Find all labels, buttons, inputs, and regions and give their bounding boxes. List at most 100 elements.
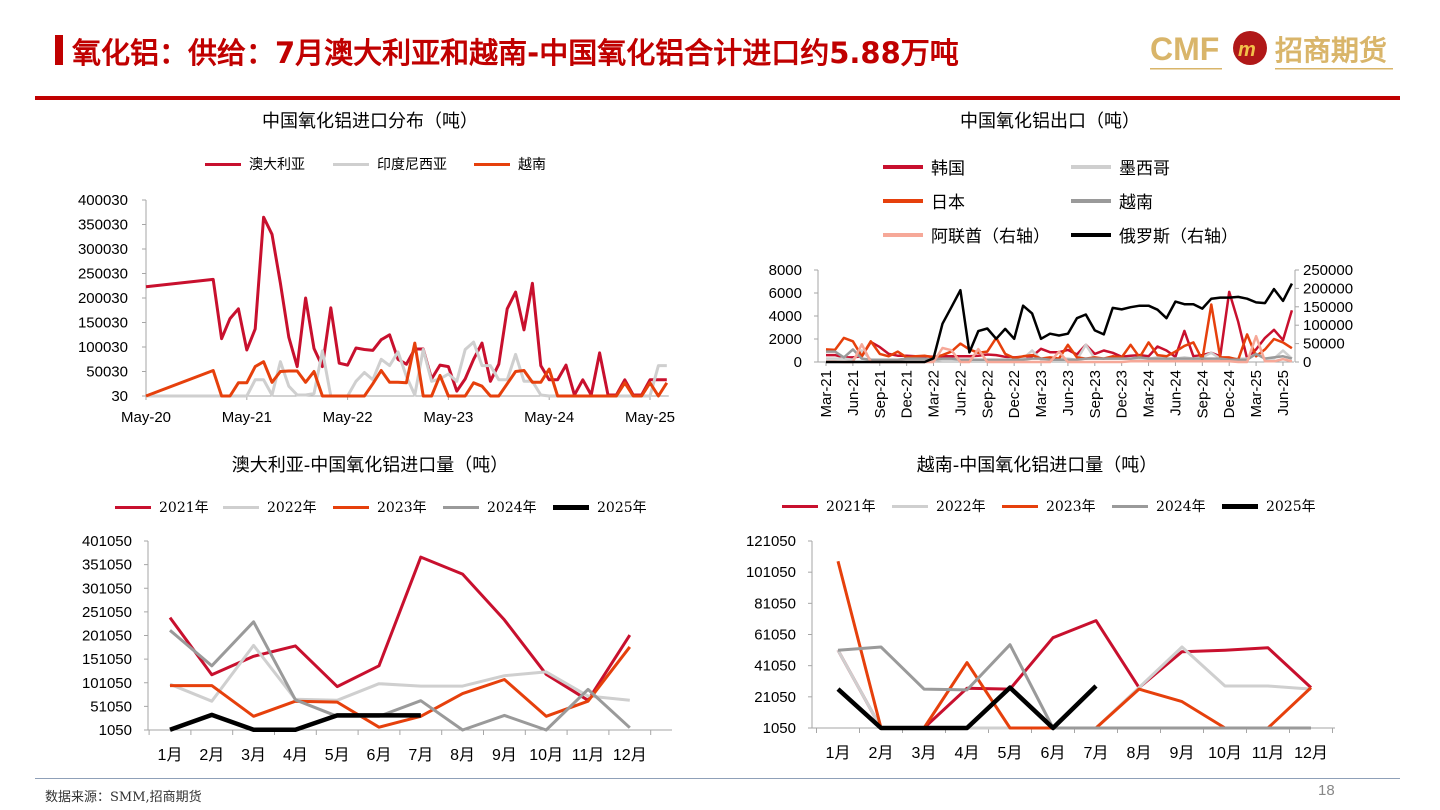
legend-item-2025: 2025年 <box>1222 496 1316 516</box>
y-tick-label: 50030 <box>86 364 128 381</box>
chart2-title: 中国氧化铝出口（吨） <box>960 111 1140 132</box>
header-divider <box>35 96 1400 100</box>
legend-label: 2025年 <box>597 500 647 516</box>
y2-tick-label: 0 <box>1303 354 1311 371</box>
y-tick-label: 250030 <box>78 266 128 283</box>
legend-item-2024: 2024年 <box>1112 496 1206 516</box>
chart-1: 30 50030 100030 150030 200030 250030 300030 350… <box>78 192 675 426</box>
legend-swatch <box>1071 232 1111 237</box>
y-tick-label: 41050 <box>754 658 796 675</box>
legend-swatch <box>883 232 923 237</box>
x-tick-label: Jun-21 <box>845 370 862 416</box>
x-tick-label: 4月 <box>283 747 308 764</box>
y-tick-label: 81050 <box>754 595 796 612</box>
legend-swatch <box>1222 503 1258 509</box>
x-tick-label: Dec-22 <box>1006 370 1023 418</box>
chart4-title: 越南-中国氧化铝进口量（吨） <box>916 455 1158 476</box>
x-tick-label: 3月 <box>912 745 937 762</box>
series-line-越南 <box>826 348 1293 361</box>
title-accent-bar <box>55 35 63 65</box>
legend-item-2021: 2021年 <box>115 497 209 517</box>
chart3-title: 澳大利亚-中国氧化铝进口量（吨） <box>231 455 509 476</box>
x-tick-label: 12月 <box>1294 745 1328 762</box>
legend-swatch <box>443 505 479 509</box>
series-line-2021年 <box>168 555 632 702</box>
x-tick-label: Sep-22 <box>979 370 996 418</box>
page-number: 18 <box>1318 782 1335 799</box>
legend-swatch <box>1071 198 1111 203</box>
legend-swatch <box>553 504 589 510</box>
legend-swatch <box>333 505 369 509</box>
x-tick-label: 2月 <box>869 745 894 762</box>
series-line-2024年 <box>837 643 1311 730</box>
y-tick-label: 21050 <box>754 689 796 706</box>
legend-swatch <box>115 505 151 509</box>
x-tick-label: 9月 <box>1170 745 1195 762</box>
series-line-2025年 <box>836 684 1098 731</box>
legend-item-korea: 韩国 <box>883 154 965 179</box>
y-tick-label: 351050 <box>82 557 132 574</box>
x-tick-label: May-24 <box>524 409 574 426</box>
legend-item-russia: 俄罗斯（右轴） <box>1071 222 1238 247</box>
y-tick-label: 150030 <box>78 315 128 332</box>
x-tick-label: 8月 <box>450 747 475 764</box>
chart-3: 1050 51050 101050 151050 201050 251050 301050 3… <box>82 533 672 764</box>
x-tick-label: 10月 <box>529 747 563 764</box>
x-tick-label: 4月 <box>955 745 980 762</box>
legend-label: 2024年 <box>1156 499 1206 515</box>
y-tick-label: 200030 <box>78 290 128 307</box>
series-line-韩国 <box>826 290 1294 360</box>
x-tick-label: Mar-24 <box>1141 370 1158 418</box>
x-tick-label: 1月 <box>826 745 851 762</box>
legend-label: 印度尼西亚 <box>377 157 447 173</box>
series-line-2023年 <box>170 645 631 729</box>
y-tick-label: 6000 <box>769 285 802 302</box>
legend-swatch <box>223 505 259 509</box>
x-tick-label: 12月 <box>613 747 647 764</box>
y2-tick-label: 250000 <box>1303 262 1353 279</box>
series-line-越南 <box>145 341 669 398</box>
legend-item-2022: 2022年 <box>223 497 317 517</box>
legend-item-japan: 日本 <box>883 188 965 213</box>
y-tick-label: 1050 <box>763 720 796 737</box>
series-line-2024年 <box>169 620 631 732</box>
x-tick-label: 6月 <box>1041 745 1066 762</box>
x-tick-label: 7月 <box>1084 745 1109 762</box>
legend-label: 2025年 <box>1266 499 1316 515</box>
y-tick-label: 201050 <box>82 628 132 645</box>
legend-label: 澳大利亚 <box>249 157 305 173</box>
legend-label: 俄罗斯（右轴） <box>1119 227 1238 247</box>
legend-label: 2022年 <box>267 500 317 516</box>
legend-label: 越南 <box>518 157 546 173</box>
y2-tick-label: 50000 <box>1303 336 1345 353</box>
legend-label: 2023年 <box>377 500 427 516</box>
y-tick-label: 30 <box>111 388 128 405</box>
x-tick-label: 6月 <box>367 747 392 764</box>
x-tick-label: Jun-25 <box>1275 370 1292 416</box>
y-tick-label: 51050 <box>90 698 132 715</box>
y-tick-label: 61050 <box>754 627 796 644</box>
x-tick-label: Dec-21 <box>899 370 916 418</box>
x-tick-label: May-20 <box>121 409 171 426</box>
legend-item-2022: 2022年 <box>892 496 986 516</box>
data-source: 数据来源：SMM,招商期货 <box>45 790 202 805</box>
y-tick-label: 2000 <box>769 331 802 348</box>
series-line-俄罗斯（右轴） <box>826 283 1294 364</box>
y2-tick-label: 200000 <box>1303 280 1353 297</box>
chart-4: 1050 21050 41050 61050 81050 101050 121050 1月 2月… <box>746 533 1335 762</box>
series-line-2022年 <box>169 643 630 703</box>
x-tick-label: Mar-25 <box>1248 370 1265 418</box>
x-tick-label: 3月 <box>241 747 266 764</box>
legend-label: 2024年 <box>487 500 537 516</box>
svg-text:m: m <box>1238 39 1256 61</box>
x-tick-label: 10月 <box>1208 745 1242 762</box>
legend-swatch <box>1071 164 1111 169</box>
legend-label: 2021年 <box>159 500 209 516</box>
y-tick-label: 101050 <box>746 564 796 581</box>
x-tick-label: 2月 <box>199 747 224 764</box>
legend-swatch <box>883 198 923 203</box>
svg-text:CMF: CMF <box>1150 31 1219 67</box>
x-tick-label: Jun-22 <box>952 370 969 416</box>
x-tick-label: Dec-24 <box>1221 370 1238 418</box>
